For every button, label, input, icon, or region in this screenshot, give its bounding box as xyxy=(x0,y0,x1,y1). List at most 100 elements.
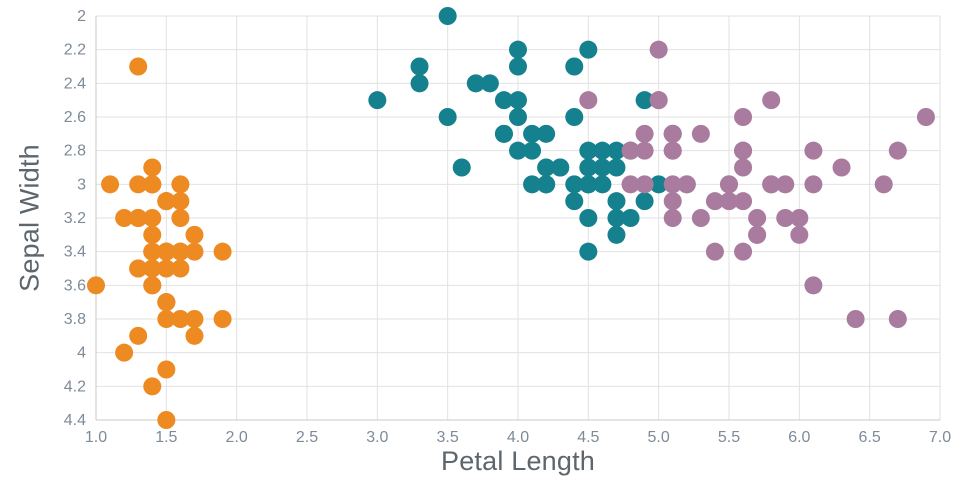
x-tick-label: 3.5 xyxy=(437,429,459,446)
data-point-virginica xyxy=(734,141,753,160)
data-point-versicolor xyxy=(649,175,668,194)
data-point-virginica xyxy=(663,192,682,211)
data-point-virginica xyxy=(649,40,668,59)
x-tick-label: 4.0 xyxy=(507,429,529,446)
data-point-setosa xyxy=(143,225,162,244)
data-point-setosa xyxy=(157,192,176,211)
data-point-versicolor xyxy=(607,192,626,211)
data-point-setosa xyxy=(213,242,232,261)
data-point-setosa xyxy=(171,175,190,194)
data-point-versicolor xyxy=(537,124,556,143)
data-point-versicolor xyxy=(509,91,527,110)
data-point-versicolor xyxy=(593,158,612,177)
data-point-setosa xyxy=(129,209,148,227)
data-point-setosa xyxy=(157,242,176,261)
x-tick-label: 5.5 xyxy=(718,429,740,446)
data-point-setosa xyxy=(143,259,162,278)
data-point-versicolor xyxy=(438,108,457,126)
data-point-virginica xyxy=(846,310,865,328)
y-tick-label: 4 xyxy=(77,345,86,362)
data-point-setosa xyxy=(157,259,176,278)
data-point-virginica xyxy=(579,91,598,110)
data-point-virginica xyxy=(635,124,654,143)
y-tick-label: 4.4 xyxy=(64,412,86,429)
data-point-virginica xyxy=(663,209,682,227)
data-point-setosa xyxy=(129,57,148,76)
data-point-virginica xyxy=(635,175,654,194)
x-tick-label: 2.5 xyxy=(296,429,318,446)
data-point-versicolor xyxy=(579,175,598,194)
data-point-virginica xyxy=(677,175,696,194)
data-point-versicolor xyxy=(565,108,584,126)
x-tick-label: 5.0 xyxy=(648,429,670,446)
y-tick-label: 2 xyxy=(77,8,86,25)
x-tick-label: 1.5 xyxy=(155,429,177,446)
data-point-versicolor xyxy=(579,242,598,261)
data-point-virginica xyxy=(705,192,724,211)
data-point-setosa xyxy=(143,175,162,194)
y-tick-label: 3.4 xyxy=(64,244,86,261)
data-point-virginica xyxy=(874,175,893,194)
x-axis-title: Petal Length xyxy=(440,446,596,476)
data-point-setosa xyxy=(157,360,176,379)
data-point-setosa xyxy=(185,310,204,328)
y-tick-label: 2.6 xyxy=(64,109,86,126)
data-point-virginica xyxy=(691,209,710,227)
data-point-virginica xyxy=(621,141,640,160)
data-point-versicolor xyxy=(523,175,542,194)
data-point-virginica xyxy=(663,141,682,160)
y-tick-label: 3.6 xyxy=(64,277,86,294)
data-point-versicolor xyxy=(480,74,499,93)
x-tick-label: 1.0 xyxy=(85,429,107,446)
data-point-virginica xyxy=(720,192,738,211)
data-point-versicolor xyxy=(607,225,626,244)
data-point-versicolor xyxy=(410,57,429,76)
data-point-virginica xyxy=(663,175,682,194)
data-point-setosa xyxy=(185,326,204,345)
data-point-virginica xyxy=(776,175,795,194)
data-point-versicolor xyxy=(509,108,527,126)
x-tick-label: 6.5 xyxy=(859,429,881,446)
data-point-setosa xyxy=(171,209,190,227)
data-point-setosa xyxy=(171,192,190,211)
data-point-virginica xyxy=(635,141,654,160)
data-point-versicolor xyxy=(593,141,612,160)
data-point-virginica xyxy=(916,108,935,126)
data-point-setosa xyxy=(143,377,162,396)
data-point-versicolor xyxy=(551,158,570,177)
data-point-versicolor xyxy=(494,91,513,110)
data-point-virginica xyxy=(663,124,682,143)
data-point-versicolor xyxy=(523,141,542,160)
data-point-virginica xyxy=(888,141,907,160)
data-point-versicolor xyxy=(621,209,640,227)
data-point-virginica xyxy=(748,225,767,244)
data-point-versicolor xyxy=(579,209,598,227)
data-point-virginica xyxy=(776,209,795,227)
y-tick-label: 3.8 xyxy=(64,311,86,328)
y-tick-label: 4.2 xyxy=(64,378,86,395)
data-point-setosa xyxy=(143,158,162,177)
data-point-setosa xyxy=(157,293,176,312)
x-tick-label: 4.5 xyxy=(577,429,599,446)
y-tick-label: 2.8 xyxy=(64,143,86,160)
data-point-virginica xyxy=(832,158,851,177)
data-point-virginica xyxy=(804,276,823,295)
data-point-versicolor xyxy=(607,158,626,177)
data-point-setosa xyxy=(157,310,176,328)
data-point-versicolor xyxy=(494,124,513,143)
data-point-versicolor xyxy=(579,158,598,177)
data-point-virginica xyxy=(734,108,753,126)
data-point-virginica xyxy=(790,209,809,227)
data-point-setosa xyxy=(213,310,232,328)
data-point-versicolor xyxy=(537,175,556,194)
data-point-virginica xyxy=(790,225,809,244)
data-point-setosa xyxy=(143,209,162,227)
data-point-setosa xyxy=(185,225,204,244)
x-tick-label: 3.0 xyxy=(366,429,388,446)
data-point-virginica xyxy=(804,141,823,160)
data-point-setosa xyxy=(171,259,190,278)
data-point-setosa xyxy=(185,242,204,261)
data-point-virginica xyxy=(720,175,738,194)
x-tick-label: 6.0 xyxy=(788,429,810,446)
